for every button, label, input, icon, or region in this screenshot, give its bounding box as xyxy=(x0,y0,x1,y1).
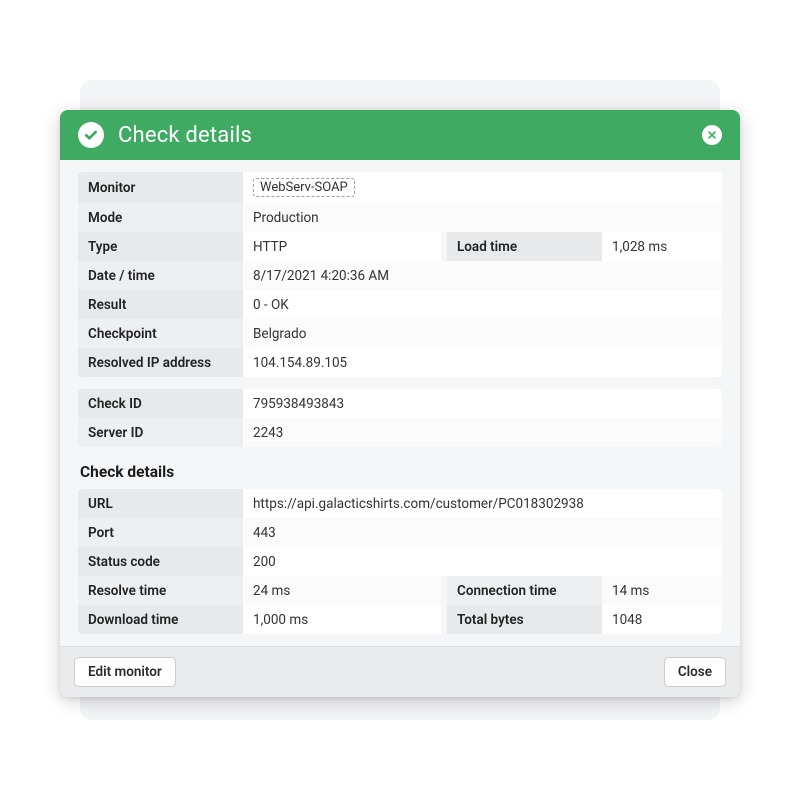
label-resolve: Resolve time xyxy=(78,576,243,605)
row-serverid: Server ID 2243 xyxy=(78,418,722,447)
row-download: Download time 1,000 ms Total bytes 1048 xyxy=(78,605,722,634)
label-bytes: Total bytes xyxy=(447,605,602,634)
value-ip: 104.154.89.105 xyxy=(243,348,722,377)
label-checkpoint: Checkpoint xyxy=(78,319,243,348)
label-port: Port xyxy=(78,518,243,547)
value-mode: Production xyxy=(243,203,722,232)
label-loadtime: Load time xyxy=(447,232,602,261)
value-result: 0 - OK xyxy=(243,290,722,319)
details-group: URL https://api.galacticshirts.com/custo… xyxy=(78,489,722,634)
row-status: Status code 200 xyxy=(78,547,722,576)
summary-group: Monitor WebServ-SOAP Mode Production Typ… xyxy=(78,172,722,377)
label-download: Download time xyxy=(78,605,243,634)
row-mode: Mode Production xyxy=(78,203,722,232)
row-url: URL https://api.galacticshirts.com/custo… xyxy=(78,489,722,518)
row-result: Result 0 - OK xyxy=(78,290,722,319)
dialog-body: Monitor WebServ-SOAP Mode Production Typ… xyxy=(60,160,740,634)
value-type: HTTP xyxy=(243,232,441,261)
label-result: Result xyxy=(78,290,243,319)
value-bytes: 1048 xyxy=(602,605,722,634)
value-port: 443 xyxy=(243,518,722,547)
success-check-icon xyxy=(78,122,104,148)
close-icon[interactable] xyxy=(702,125,722,145)
label-type: Type xyxy=(78,232,243,261)
check-details-dialog: Check details Monitor WebServ-SOAP Mode … xyxy=(60,110,740,697)
section-heading-check-details: Check details xyxy=(78,459,722,489)
value-serverid: 2243 xyxy=(243,418,722,447)
label-monitor: Monitor xyxy=(78,172,243,203)
close-button[interactable]: Close xyxy=(664,657,726,687)
ids-group: Check ID 795938493843 Server ID 2243 xyxy=(78,389,722,447)
value-conn: 14 ms xyxy=(602,576,722,605)
dialog-title: Check details xyxy=(118,123,702,148)
value-checkid: 795938493843 xyxy=(243,389,722,418)
value-datetime: 8/17/2021 4:20:36 AM xyxy=(243,261,722,290)
dialog-header: Check details xyxy=(60,110,740,160)
value-url: https://api.galacticshirts.com/customer/… xyxy=(243,489,722,518)
label-url: URL xyxy=(78,489,243,518)
label-ip: Resolved IP address xyxy=(78,348,243,377)
value-resolve: 24 ms xyxy=(243,576,441,605)
value-checkpoint: Belgrado xyxy=(243,319,722,348)
row-monitor: Monitor WebServ-SOAP xyxy=(78,172,722,203)
monitor-link[interactable]: WebServ-SOAP xyxy=(253,178,355,197)
label-serverid: Server ID xyxy=(78,418,243,447)
value-monitor: WebServ-SOAP xyxy=(243,172,722,203)
row-ip: Resolved IP address 104.154.89.105 xyxy=(78,348,722,377)
label-datetime: Date / time xyxy=(78,261,243,290)
label-checkid: Check ID xyxy=(78,389,243,418)
label-mode: Mode xyxy=(78,203,243,232)
row-type: Type HTTP Load time 1,028 ms xyxy=(78,232,722,261)
label-conn: Connection time xyxy=(447,576,602,605)
edit-monitor-button[interactable]: Edit monitor xyxy=(74,657,176,687)
row-checkpoint: Checkpoint Belgrado xyxy=(78,319,722,348)
row-checkid: Check ID 795938493843 xyxy=(78,389,722,418)
row-datetime: Date / time 8/17/2021 4:20:36 AM xyxy=(78,261,722,290)
label-status: Status code xyxy=(78,547,243,576)
row-resolve: Resolve time 24 ms Connection time 14 ms xyxy=(78,576,722,605)
value-status: 200 xyxy=(243,547,722,576)
row-port: Port 443 xyxy=(78,518,722,547)
value-download: 1,000 ms xyxy=(243,605,441,634)
value-loadtime: 1,028 ms xyxy=(602,232,722,261)
dialog-footer: Edit monitor Close xyxy=(60,646,740,697)
